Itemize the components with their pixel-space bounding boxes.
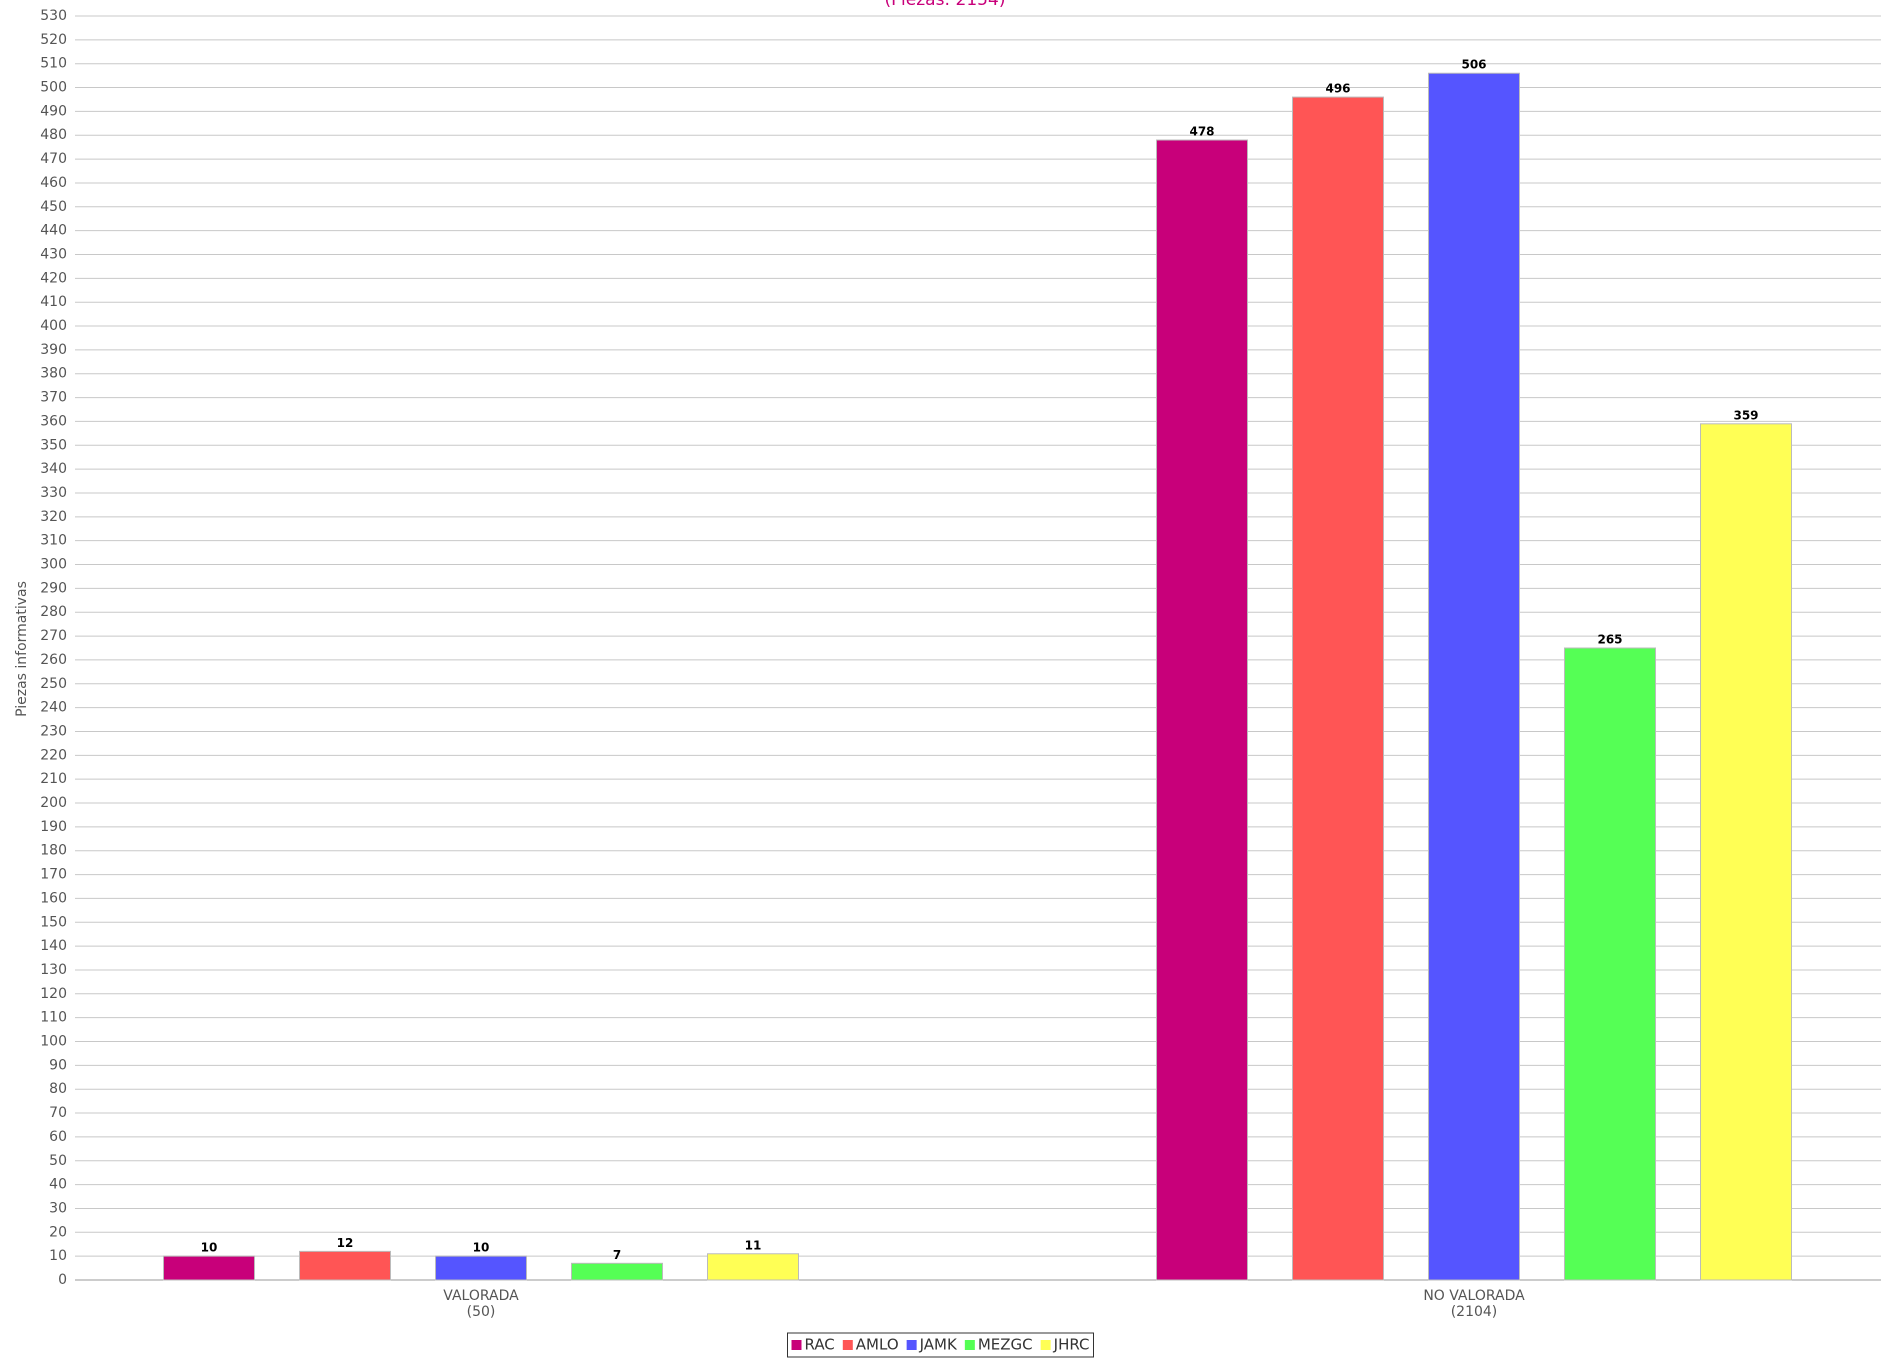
value-label: 478 [1189, 125, 1214, 139]
y-tick-label: 310 [40, 533, 67, 549]
y-tick-label: 110 [40, 1010, 67, 1026]
y-tick-label: 430 [40, 246, 67, 262]
bar [1292, 96, 1384, 1281]
x-tick-label-line: (50) [467, 1304, 496, 1320]
value-label: 496 [1325, 82, 1350, 96]
x-tick-label: NO VALORADA (2104) [1423, 1288, 1525, 1320]
value-label: 506 [1461, 58, 1486, 72]
value-label: 7 [613, 1248, 621, 1262]
y-tick-label: 180 [40, 843, 67, 859]
y-tick-label: 460 [40, 175, 67, 191]
x-tick-label-line: (2104) [1451, 1304, 1498, 1320]
bar [163, 1255, 255, 1281]
legend-swatch [964, 1340, 975, 1350]
y-tick-label: 280 [40, 604, 67, 620]
y-tick-label: 370 [40, 390, 67, 406]
y-tick-label: 0 [58, 1272, 67, 1288]
y-tick-label: 410 [40, 294, 67, 310]
y-tick-label: 60 [49, 1129, 67, 1145]
y-tick-label: 170 [40, 867, 67, 883]
bar [707, 1253, 799, 1281]
legend-swatch [906, 1340, 917, 1350]
y-tick-label: 80 [49, 1081, 67, 1097]
y-tick-label: 50 [49, 1153, 67, 1169]
y-axis-label: Piezas informativas [14, 581, 30, 717]
y-tick-label: 250 [40, 676, 67, 692]
y-tick-label: 320 [40, 509, 67, 525]
legend-swatch [1040, 1340, 1051, 1350]
y-tick-label: 520 [40, 32, 67, 48]
bar [1156, 139, 1248, 1281]
bar [299, 1250, 391, 1281]
legend-swatch [842, 1340, 853, 1350]
bar [571, 1262, 663, 1281]
y-tick-label: 240 [40, 700, 67, 716]
value-label: 265 [1597, 633, 1622, 647]
y-tick-label: 130 [40, 962, 67, 978]
y-tick-label: 140 [40, 938, 67, 954]
y-tick-label: 230 [40, 723, 67, 739]
y-tick-label: 380 [40, 366, 67, 382]
y-tick-label: 340 [40, 461, 67, 477]
value-label: 10 [473, 1241, 490, 1255]
y-tick-label: 530 [40, 8, 67, 24]
legend-label: MEZGC [978, 1336, 1033, 1354]
y-tick-label: 190 [40, 819, 67, 835]
y-tick-label: 300 [40, 557, 67, 573]
bar [1700, 423, 1792, 1281]
y-tick-label: 120 [40, 986, 67, 1002]
value-label: 10 [201, 1241, 218, 1255]
legend-label: JAMK [919, 1336, 958, 1354]
y-tick-label: 160 [40, 890, 67, 906]
y-tick-label: 290 [40, 580, 67, 596]
y-tick-label: 150 [40, 914, 67, 930]
y-tick-label: 40 [49, 1177, 67, 1193]
y-tick-label: 220 [40, 747, 67, 763]
y-tick-label: 10 [49, 1248, 67, 1264]
y-tick-label: 200 [40, 795, 67, 811]
legend: RAC AMLO JAMK MEZGC JHRC [787, 1332, 1094, 1358]
y-tick-label: 510 [40, 56, 67, 72]
x-tick-label-line: VALORADA [443, 1288, 519, 1304]
y-tick-label: 20 [49, 1224, 67, 1240]
y-tick-label: 260 [40, 652, 67, 668]
y-tick-label: 330 [40, 485, 67, 501]
y-tick-label: 70 [49, 1105, 67, 1121]
bar [435, 1255, 527, 1281]
y-tick-label: 360 [40, 413, 67, 429]
y-tick-label: 390 [40, 342, 67, 358]
y-tick-label: 30 [49, 1200, 67, 1216]
y-tick-label: 500 [40, 80, 67, 96]
value-label: 11 [745, 1238, 762, 1252]
y-tick-label: 470 [40, 151, 67, 167]
y-tick-label: 400 [40, 318, 67, 334]
value-label: 12 [337, 1236, 354, 1250]
legend-swatch [791, 1340, 802, 1350]
y-tick-label: 210 [40, 771, 67, 787]
legend-label: AMLO [856, 1336, 899, 1354]
value-label: 359 [1733, 408, 1758, 422]
y-tick-label: 440 [40, 223, 67, 239]
y-tick-label: 90 [49, 1057, 67, 1073]
chart-title: (Piezas: 2154) [885, 0, 1006, 10]
y-tick-label: 350 [40, 437, 67, 453]
y-tick-label: 270 [40, 628, 67, 644]
x-tick-label-line: NO VALORADA [1423, 1288, 1525, 1304]
legend-label: JHRC [1053, 1336, 1090, 1354]
legend-label: RAC [805, 1336, 835, 1354]
x-tick-label: VALORADA (50) [443, 1288, 519, 1320]
bar [1428, 72, 1520, 1281]
y-tick-label: 490 [40, 103, 67, 119]
y-tick-label: 480 [40, 127, 67, 143]
y-tick-label: 450 [40, 199, 67, 215]
y-tick-label: 420 [40, 270, 67, 286]
bar [1564, 647, 1656, 1281]
y-tick-label: 100 [40, 1034, 67, 1050]
